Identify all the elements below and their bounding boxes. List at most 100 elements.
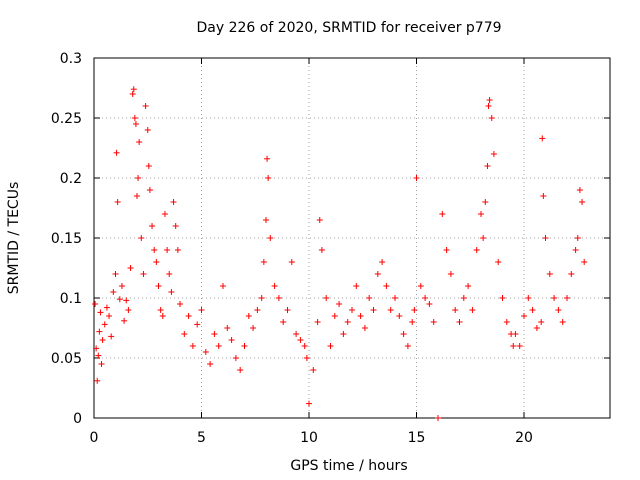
data-point bbox=[258, 295, 265, 301]
data-point bbox=[331, 313, 338, 319]
data-point bbox=[400, 331, 407, 337]
data-point bbox=[207, 361, 214, 367]
data-point bbox=[485, 103, 492, 109]
data-point bbox=[211, 331, 218, 337]
data-point bbox=[113, 149, 120, 156]
data-point bbox=[250, 325, 257, 331]
data-point bbox=[146, 187, 153, 193]
data-point bbox=[265, 175, 272, 181]
data-point bbox=[185, 313, 192, 319]
data-point bbox=[121, 317, 128, 324]
data-point bbox=[366, 295, 373, 301]
data-point bbox=[314, 319, 321, 325]
data-point bbox=[288, 259, 295, 265]
data-point bbox=[177, 301, 183, 307]
data-point bbox=[396, 313, 403, 319]
data-point bbox=[245, 313, 252, 319]
data-point bbox=[140, 271, 147, 277]
data-point bbox=[271, 283, 278, 289]
data-point bbox=[155, 283, 162, 289]
data-point bbox=[136, 139, 143, 145]
data-point bbox=[551, 295, 558, 301]
data-point bbox=[512, 331, 519, 337]
data-points bbox=[92, 86, 588, 421]
data-point bbox=[490, 151, 497, 157]
data-point bbox=[374, 271, 381, 277]
data-point bbox=[116, 296, 123, 303]
x-axis-label: GPS time / hours bbox=[290, 458, 407, 474]
data-point bbox=[232, 355, 239, 361]
plot-frame bbox=[93, 57, 611, 419]
y-axis-label: SRMTID / TECUs bbox=[6, 182, 22, 295]
data-point bbox=[361, 325, 368, 331]
data-point bbox=[574, 235, 581, 241]
data-point bbox=[353, 283, 360, 289]
chart-title: Day 226 of 2020, SRMTID for receiver p77… bbox=[196, 20, 501, 36]
data-point bbox=[344, 319, 351, 325]
data-point bbox=[159, 313, 166, 319]
data-point bbox=[486, 97, 493, 103]
data-point bbox=[260, 259, 267, 265]
data-point bbox=[456, 319, 463, 325]
data-point bbox=[469, 307, 476, 313]
data-point bbox=[525, 295, 532, 301]
data-point bbox=[318, 247, 325, 253]
data-point bbox=[546, 271, 553, 277]
data-point bbox=[157, 307, 164, 313]
data-point bbox=[510, 343, 517, 349]
data-point bbox=[306, 400, 312, 407]
data-point bbox=[92, 301, 99, 307]
data-point bbox=[174, 247, 181, 253]
data-point bbox=[480, 235, 487, 241]
data-point bbox=[357, 313, 364, 319]
data-point bbox=[439, 211, 446, 217]
data-point bbox=[572, 247, 579, 253]
data-point bbox=[379, 259, 386, 265]
data-point bbox=[303, 355, 310, 361]
data-point bbox=[488, 115, 495, 121]
data-point bbox=[103, 304, 110, 311]
data-point bbox=[198, 307, 205, 313]
data-point bbox=[447, 271, 454, 277]
x-tick-label: 0 bbox=[90, 430, 99, 446]
data-point bbox=[293, 331, 300, 337]
data-point bbox=[280, 319, 287, 325]
data-point bbox=[106, 313, 113, 319]
data-point bbox=[101, 321, 108, 328]
data-point bbox=[383, 283, 390, 289]
x-tick-label: 20 bbox=[515, 430, 533, 446]
y-tick-label: 0.3 bbox=[60, 51, 82, 67]
data-point bbox=[132, 121, 139, 127]
data-point bbox=[327, 343, 334, 349]
data-point bbox=[96, 328, 103, 335]
data-point bbox=[189, 343, 196, 349]
data-point bbox=[172, 223, 179, 229]
data-point bbox=[228, 337, 235, 343]
data-point bbox=[465, 283, 472, 289]
y-tick-label: 0.15 bbox=[51, 231, 82, 247]
data-point bbox=[114, 199, 121, 205]
data-point bbox=[93, 345, 100, 352]
data-point bbox=[168, 289, 175, 295]
data-point bbox=[297, 337, 304, 343]
data-point bbox=[409, 319, 416, 325]
data-point bbox=[521, 313, 527, 319]
data-point bbox=[499, 295, 506, 301]
data-point bbox=[275, 295, 282, 301]
data-point bbox=[134, 193, 140, 199]
data-point bbox=[340, 331, 347, 337]
data-point bbox=[142, 103, 149, 109]
data-point bbox=[284, 307, 291, 313]
data-point bbox=[387, 307, 394, 313]
data-point bbox=[108, 333, 115, 340]
data-point bbox=[495, 259, 502, 265]
data-point bbox=[110, 289, 117, 295]
data-point bbox=[220, 283, 226, 289]
data-point bbox=[482, 199, 489, 205]
data-point bbox=[564, 295, 570, 301]
data-point bbox=[533, 325, 540, 331]
data-point bbox=[264, 155, 271, 162]
data-point bbox=[539, 135, 546, 142]
data-point bbox=[478, 211, 484, 217]
y-tick-label: 0.05 bbox=[51, 351, 82, 367]
